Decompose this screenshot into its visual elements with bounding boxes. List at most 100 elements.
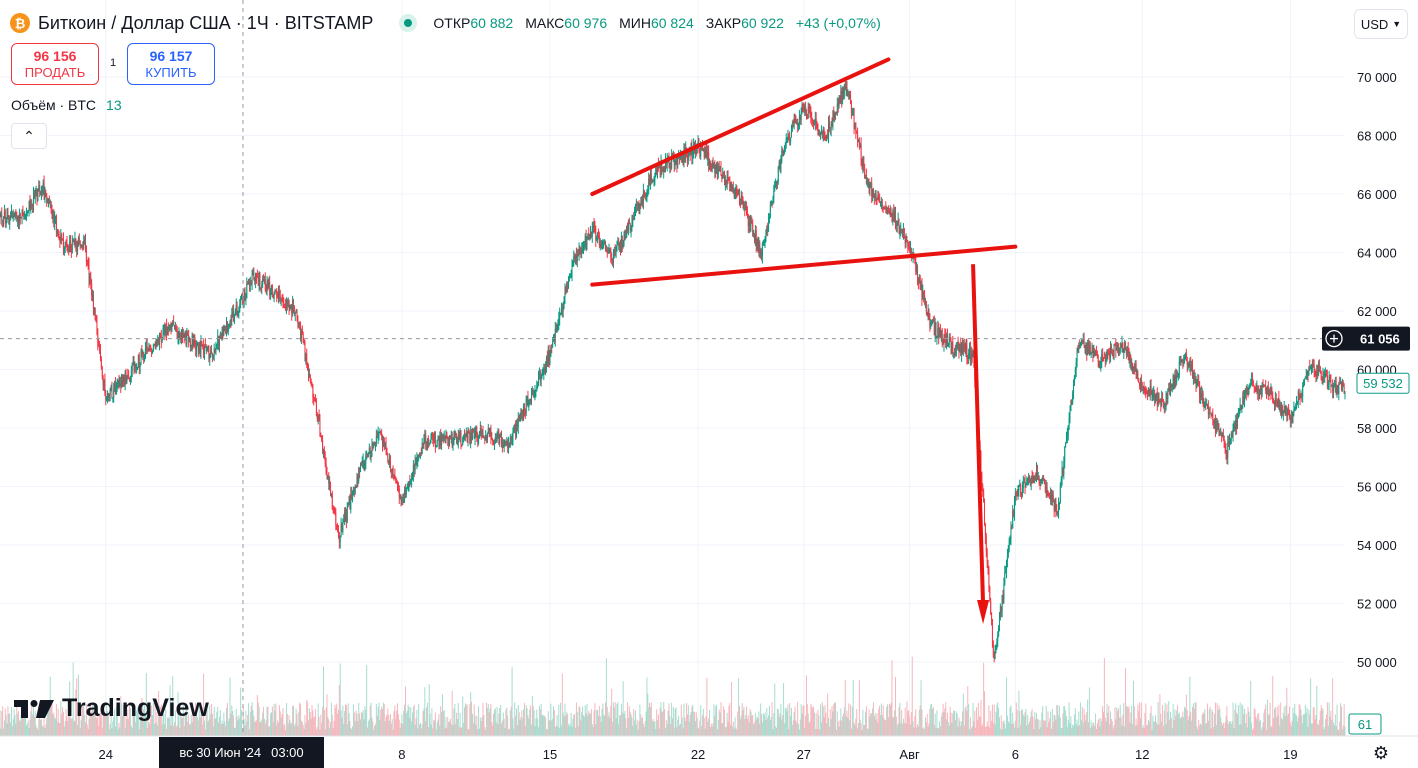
volume-bar [1,711,3,736]
volume-bar [756,716,758,736]
volume-bar [595,724,597,736]
candle-body [1074,370,1076,376]
candle-body [359,463,361,472]
candle-body [51,209,53,219]
candle-body [343,519,345,522]
candle-body [1196,382,1198,387]
volume-bar [773,713,775,736]
candle-body [431,434,433,437]
candle-body [967,357,969,360]
volume-bar [738,705,740,736]
candle-body [534,392,536,394]
candle-body [374,445,376,447]
volume-bar [1031,708,1033,736]
volume-legend[interactable]: Объём · BTC 13 [11,97,122,113]
settings-gear-icon[interactable]: ⚙ [1372,742,1390,763]
volume-bar [980,700,982,736]
volume-bar [495,722,497,736]
candle-body [170,325,172,331]
volume-bar [466,704,468,736]
candle-body [96,320,98,335]
volume-bar [875,719,877,736]
volume-bar [840,708,842,736]
candle-body [559,314,561,319]
tradingview-logo[interactable]: TradingView [14,694,209,723]
candle-body [85,246,87,260]
volume-bar [114,709,116,736]
candle-body [756,239,758,246]
candle-body [817,123,819,135]
candle-body [122,375,124,382]
volume-bar [650,702,652,736]
volume-bar [1207,720,1209,736]
volume-bar [561,673,563,736]
volume-bar [834,702,836,736]
volume-bar [885,719,887,736]
candle-body [39,185,41,191]
volume-bar [432,728,434,736]
candle-body [401,499,403,502]
volume-bar [1343,704,1345,736]
candle-body [419,455,421,457]
volume-bar [852,679,854,736]
volume-bar [18,711,20,736]
volume-bar [220,723,222,736]
volume-bar [731,682,733,736]
volume-bar [919,705,921,736]
volume-bar [1169,711,1171,736]
order-quantity[interactable]: 1 [110,57,117,69]
volume-bar [469,704,471,736]
volume-bar [986,721,988,736]
candle-body [109,389,111,396]
volume-bar [625,718,627,736]
crosshair-time-hour: 03:00 [271,745,304,760]
volume-bar [202,724,204,736]
market-status-icon[interactable] [399,14,418,32]
volume-bar [271,706,273,736]
volume-bar [1039,720,1041,736]
candle-body [716,165,718,170]
candle-body [129,376,131,379]
high-value: 60 976 [564,15,608,31]
sell-button[interactable]: 96 156 ПРОДАТЬ [11,43,99,85]
candle-body [914,257,916,263]
candle-body [1030,476,1032,485]
candle-body [441,438,443,446]
candle-body [1028,476,1030,483]
collapse-legend-button[interactable]: ⌃ [11,123,47,149]
volume-bar [418,704,420,736]
volume-bar [690,712,692,736]
volume-bar [180,715,182,736]
candle-body [1013,501,1015,515]
candle-body [733,190,735,197]
candle-body [210,350,212,357]
volume-bar [419,724,421,736]
volume-bar [315,708,317,736]
candle-body [214,348,216,353]
candle-body [196,345,198,351]
volume-bar [1004,724,1006,736]
volume-bar [1092,722,1094,736]
volume-bar [22,715,24,736]
candle-body [640,203,642,205]
symbol-title[interactable]: Биткоин / Доллар США · 1Ч · BITSTAMP [38,12,374,33]
volume-bar [485,729,487,736]
candle-body [605,242,607,251]
volume-bar [570,713,572,736]
buy-button[interactable]: 96 157 КУПИТЬ [127,43,215,85]
volume-bar [98,725,100,736]
volume-bar [798,724,800,736]
volume-bar [249,711,251,736]
candle-body [961,343,963,353]
volume-bar [474,715,476,736]
candle-body [363,460,365,470]
candle-body [383,437,385,447]
currency-selector[interactable]: USD ▼ [1354,9,1408,39]
volume-bar [571,726,573,736]
candle-body [366,455,368,457]
candle-body [828,121,830,129]
volume-bar [1333,725,1335,736]
volume-bar [791,724,793,736]
volume-bar [946,712,948,736]
